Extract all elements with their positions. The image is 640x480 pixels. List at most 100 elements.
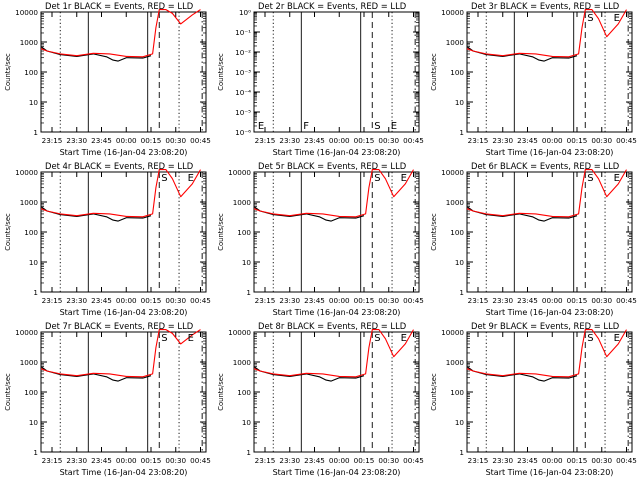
y-tick-label: 100 [450, 388, 464, 397]
detector-panel-5: Det 5r BLACK = Events, RED = LLD Counts/s… [217, 161, 424, 317]
event-marker-label: S [587, 13, 593, 24]
x-tick-label: 00:15 [354, 136, 375, 145]
panel-title: Det 4r BLACK = Events, RED = LLD [45, 161, 193, 171]
y-tick-label: 100 [237, 228, 251, 237]
x-tick-label: 23:45 [91, 456, 112, 465]
x-tick-label: 00:30 [591, 296, 612, 305]
x-axis-label: Start Time (16-Jan-04 23:08:20) [273, 308, 401, 317]
event-marker-label: E [188, 173, 194, 184]
x-tick-label: 23:45 [517, 136, 538, 145]
x-tick-label: 23:30 [66, 296, 87, 305]
panel-title: Det 9r BLACK = Events, RED = LLD [471, 321, 619, 331]
event-marker-label: E [258, 121, 264, 132]
x-tick-label: 00:00 [329, 456, 350, 465]
x-tick-label: 23:30 [492, 296, 513, 305]
y-tick-label: 10⁻⁵ [235, 108, 251, 117]
y-tick-label: 10⁻² [235, 48, 251, 57]
x-tick-label: 23:15 [468, 136, 489, 145]
x-tick-label: 23:15 [468, 456, 489, 465]
x-tick-label: 23:30 [66, 136, 87, 145]
detector-panel-2: Det 2r BLACK = Events, RED = LLD Counts/s… [217, 1, 424, 157]
y-tick-label: 1000 [446, 38, 465, 47]
event-marker-label: S [374, 333, 380, 344]
y-axis-label: Counts/sec [430, 213, 438, 251]
x-tick-label: 00:30 [378, 456, 399, 465]
y-tick-label: 1 [33, 128, 38, 137]
y-tick-label: 1 [459, 448, 464, 457]
lld-series-line [40, 329, 201, 378]
y-tick-label: 10000 [228, 328, 251, 337]
y-tick-label: 100 [24, 388, 38, 397]
panel-title: Det 2r BLACK = Events, RED = LLD [258, 1, 406, 11]
x-tick-label: 23:30 [492, 456, 513, 465]
event-marker-label: E [391, 121, 397, 132]
y-tick-label: 10⁻¹ [235, 28, 251, 37]
x-tick-label: 00:15 [354, 456, 375, 465]
x-tick-label: 23:30 [279, 456, 300, 465]
y-axis-label: Counts/sec [4, 213, 12, 251]
x-tick-label: 00:30 [378, 136, 399, 145]
x-tick-label: 00:45 [616, 456, 637, 465]
y-axis-label: Counts/sec [4, 373, 12, 411]
event-marker-label: S [587, 333, 593, 344]
x-tick-label: 00:45 [403, 296, 424, 305]
y-tick-label: 10000 [441, 168, 464, 177]
y-axis-label: Counts/sec [4, 53, 12, 91]
x-tick-label: 23:15 [255, 456, 276, 465]
x-tick-label: 00:15 [567, 296, 588, 305]
x-tick-label: 23:15 [468, 296, 489, 305]
y-axis-label: Counts/sec [217, 213, 225, 251]
lld-series-line [40, 9, 201, 58]
event-marker-label: S [161, 333, 167, 344]
y-tick-label: 10 [455, 418, 465, 427]
y-tick-label: 10 [242, 258, 252, 267]
y-tick-label: 10000 [441, 328, 464, 337]
y-tick-label: 1 [246, 448, 251, 457]
x-tick-label: 23:15 [42, 456, 63, 465]
panel-title: Det 6r BLACK = Events, RED = LLD [471, 161, 619, 171]
x-axis-label: Start Time (16-Jan-04 23:08:20) [60, 468, 188, 477]
y-tick-label: 100 [24, 228, 38, 237]
event-marker-label: S [161, 173, 167, 184]
y-tick-label: 1 [33, 448, 38, 457]
y-tick-label: 1000 [233, 198, 252, 207]
y-tick-label: 10 [242, 418, 252, 427]
x-tick-label: 23:30 [492, 136, 513, 145]
y-axis-label: Counts/sec [217, 373, 225, 411]
x-tick-label: 23:15 [255, 136, 276, 145]
x-tick-label: 23:45 [91, 296, 112, 305]
x-tick-label: 00:15 [567, 136, 588, 145]
y-tick-label: 10000 [228, 168, 251, 177]
event-marker-label: E [401, 333, 407, 344]
detector-panel-6: Det 6r BLACK = Events, RED = LLD Counts/s… [430, 161, 637, 317]
event-marker-label: E [614, 333, 620, 344]
panel-title: Det 7r BLACK = Events, RED = LLD [45, 321, 193, 331]
detector-panel-3: Det 3r BLACK = Events, RED = LLD Counts/s… [430, 1, 637, 157]
y-tick-label: 10⁻³ [235, 68, 251, 77]
x-tick-label: 00:45 [403, 456, 424, 465]
y-tick-label: 10 [29, 418, 39, 427]
x-tick-label: 23:30 [279, 136, 300, 145]
y-tick-label: 1000 [20, 198, 39, 207]
y-tick-label: 10000 [441, 8, 464, 17]
y-tick-label: 100 [450, 68, 464, 77]
x-tick-label: 00:15 [567, 456, 588, 465]
y-axis-label: Counts/sec [430, 373, 438, 411]
x-axis-label: Start Time (16-Jan-04 23:08:20) [273, 468, 401, 477]
event-marker-label: E [401, 173, 407, 184]
lld-series-line [466, 329, 627, 378]
x-tick-label: 23:45 [91, 136, 112, 145]
y-tick-label: 10 [455, 258, 465, 267]
y-tick-label: 10⁻⁶ [235, 128, 251, 137]
panel-title: Det 1r BLACK = Events, RED = LLD [45, 1, 193, 11]
panel-title: Det 5r BLACK = Events, RED = LLD [258, 161, 406, 171]
y-tick-label: 10000 [15, 328, 38, 337]
x-tick-label: 00:00 [116, 136, 137, 145]
x-tick-label: 23:30 [279, 296, 300, 305]
x-tick-label: 00:00 [116, 296, 137, 305]
x-tick-label: 00:15 [141, 296, 162, 305]
y-tick-label: 100 [24, 68, 38, 77]
x-tick-label: 00:30 [378, 296, 399, 305]
